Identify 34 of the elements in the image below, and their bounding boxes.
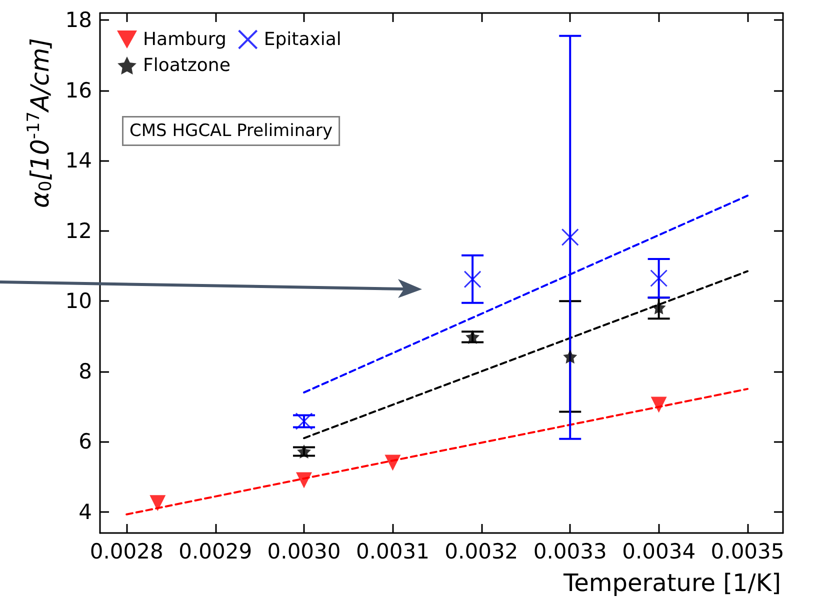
point <box>384 454 401 471</box>
x-axis-title: Temperature [1/K] <box>562 569 781 597</box>
y-tick-label: 12 <box>65 218 92 243</box>
x-tick-label: 0.0034 <box>622 540 696 564</box>
point <box>296 472 312 488</box>
point <box>464 270 482 288</box>
point <box>297 444 312 458</box>
x-tick-label: 0.0033 <box>533 540 607 564</box>
point <box>295 412 313 430</box>
y-tick-label: 8 <box>78 359 92 384</box>
x-tick-label: 0.0032 <box>444 540 518 564</box>
y-axis-title: α0[10-17A/cm] <box>24 38 56 208</box>
y-tick-label: 14 <box>65 148 92 173</box>
x-tick-label: 0.0035 <box>710 540 784 564</box>
x-tick-label: 0.0031 <box>356 540 430 564</box>
y-tick-label: 16 <box>65 78 92 102</box>
x-tick-label: 0.0029 <box>178 540 252 564</box>
annotation: CMS HGCAL Preliminary <box>130 121 333 141</box>
y-tick-label: 4 <box>78 500 92 524</box>
y-tick-label: 10 <box>65 289 92 314</box>
point <box>150 495 166 512</box>
point <box>652 300 666 314</box>
point <box>563 350 578 364</box>
legend-label: Epitaxial <box>264 29 342 50</box>
legend-label: Hamburg <box>143 29 226 50</box>
y-tick-label: 6 <box>78 430 92 454</box>
x-tick-label: 0.0028 <box>90 540 164 564</box>
point <box>650 270 668 288</box>
y-tick-label: 18 <box>65 8 92 32</box>
x-tick-label: 0.0030 <box>267 540 341 564</box>
point <box>650 396 667 413</box>
point <box>561 228 579 246</box>
point <box>466 330 480 344</box>
legend-label: Floatzone <box>143 55 230 76</box>
